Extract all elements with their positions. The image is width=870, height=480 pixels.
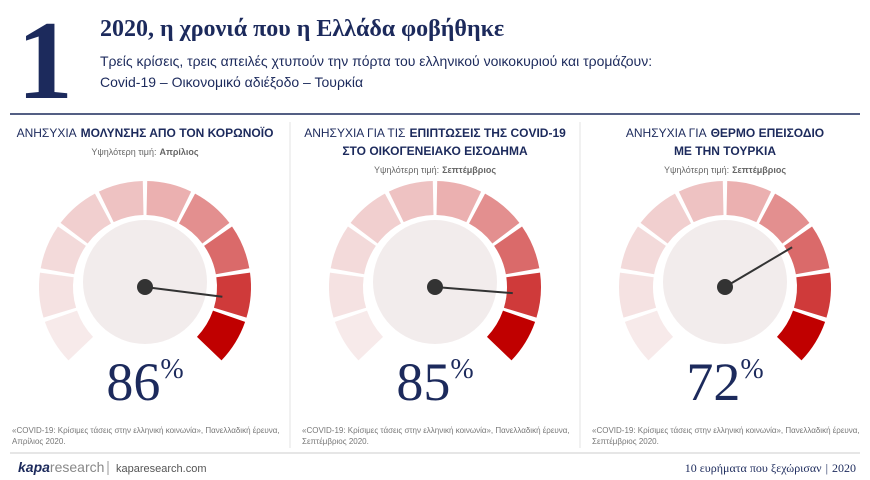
panel-title: ΑΝΗΣΥΧΙΑ ΓΙΑ ΘΕΡΜΟ ΕΠΕΙΣΟΔΙΟ — [626, 126, 824, 140]
gauge-segment — [776, 310, 826, 361]
gauge-segment — [330, 226, 376, 275]
gauge-segment — [350, 193, 401, 244]
section-number: 1 — [17, 0, 73, 123]
peak-label: Υψηλότερη τιμή: — [374, 165, 439, 175]
title-bold: ΘΕΡΜΟ ΕΠΕΙΣΟΔΙΟ — [711, 126, 825, 140]
needle-hub — [717, 279, 733, 295]
gauge-segment — [38, 272, 77, 318]
gauge-segment — [40, 226, 86, 275]
gauge-segment — [196, 310, 246, 361]
panel-title: ΣΤΟ ΟΙΚΟΓΕΝΕΙΑΚΟ ΕΙΣΟΔΗΜΑ — [342, 144, 528, 158]
gauge-segment — [726, 181, 772, 223]
gauge-segment — [620, 226, 666, 275]
gauge-segment — [146, 181, 192, 223]
peak-note: Υψηλότερη τιμή: Σεπτέμβριος — [374, 165, 496, 175]
subtitle: Τρείς κρίσεις, τρεις απειλές χτυπούν την… — [100, 53, 652, 69]
title-plain: ΑΝΗΣΥΧΙΑ ΓΙΑ ΤΙΣ — [304, 126, 405, 140]
needle-hub — [427, 279, 443, 295]
needle-hub — [137, 279, 153, 295]
unit: % — [450, 354, 473, 385]
brand-logo: kaparesearch — [18, 459, 104, 475]
gauge-segment — [784, 226, 830, 275]
peak-value: Απρίλιος — [159, 147, 198, 157]
panel-title: ΑΝΗΣΥΧΙΑ ΓΙΑ ΤΙΣ ΕΠΙΠΤΩΣΕΙΣ ΤΗΣ COVID-19 — [304, 126, 566, 140]
gauge-segment — [759, 193, 810, 244]
source-note: «COVID-19: Κρίσιμες τάσεις στην ελληνική… — [592, 426, 860, 435]
big-value: 86% — [106, 352, 183, 412]
gauge-segment — [624, 310, 674, 361]
value: 72 — [686, 352, 740, 412]
gauge-segment — [204, 226, 250, 275]
title-plain: ΑΝΗΣΥΧΙΑ ΓΙΑ — [626, 126, 707, 140]
gauge-segment — [469, 193, 520, 244]
panel: ΑΝΗΣΥΧΙΑ ΓΙΑ ΘΕΡΜΟ ΕΠΕΙΣΟΔΙΟ ΜΕ ΤΗΝ ΤΟΥΡΚΙ… — [579, 122, 860, 448]
panel: ΑΝΗΣΥΧΙΑ ΜΟΛΥΝΣΗΣ ΑΠΟ ΤΟΝ ΚΟΡΩΝΟΪΟ Υψηλότε… — [12, 125, 280, 446]
gauge-segment — [793, 272, 831, 318]
title-bold: ΜΟΛΥΝΣΗΣ ΑΠΟ ΤΟΝ ΚΟΡΩΝΟΪΟ — [81, 125, 274, 140]
gauge-segment — [388, 181, 434, 223]
source-note: «COVID-19: Κρίσιμες τάσεις στην ελληνική… — [12, 426, 280, 435]
separator: | — [826, 461, 828, 475]
gauge-needle — [434, 286, 513, 295]
gauge-segment — [678, 181, 724, 223]
gauge-segment — [494, 226, 540, 275]
source-note: «COVID-19: Κρίσιμες τάσεις στην ελληνική… — [302, 426, 570, 435]
brand-light: research — [50, 459, 104, 475]
tagline-text: 10 ευρήματα που ξεχώρισαν — [685, 461, 822, 475]
brand-bold: kapa — [18, 459, 50, 475]
big-value: 72% — [686, 352, 763, 412]
panel-title: ΜΕ ΤΗΝ ΤΟΥΡΚΙΑ — [674, 144, 776, 158]
gauge-segment — [436, 181, 482, 223]
gauge-segment — [334, 310, 384, 361]
title-plain: ΑΝΗΣΥΧΙΑ — [17, 126, 77, 140]
gauge-segment — [44, 310, 94, 361]
gauge-segment — [486, 310, 536, 361]
peak-note: Υψηλότερη τιμή: Σεπτέμβριος — [664, 165, 786, 175]
source-note: Σεπτέμβριος 2020. — [592, 437, 659, 446]
peak-note: Υψηλότερη τιμή: Απρίλιος — [91, 147, 199, 157]
peak-value: Σεπτέμβριος — [732, 165, 786, 175]
peak-label: Υψηλότερη τιμή: — [664, 165, 729, 175]
gauge-segment — [503, 272, 541, 318]
gauge-segment — [60, 193, 111, 244]
peak-value: Σεπτέμβριος — [442, 165, 496, 175]
value: 86 — [106, 352, 160, 412]
gauge-segment — [640, 193, 691, 244]
gauge-needle — [144, 286, 223, 298]
panel: ΑΝΗΣΥΧΙΑ ΓΙΑ ΤΙΣ ΕΠΙΠΤΩΣΕΙΣ ΤΗΣ COVID-19 Σ… — [289, 122, 570, 448]
unit: % — [740, 354, 763, 385]
gauge-segment — [619, 272, 657, 318]
tagline: 10 ευρήματα που ξεχώρισαν | 2020 — [685, 461, 856, 475]
value: 85 — [396, 352, 450, 412]
gauge-segment — [329, 272, 367, 318]
gauge-segment — [98, 181, 144, 223]
big-value: 85% — [396, 352, 473, 412]
panel-title: ΑΝΗΣΥΧΙΑ ΜΟΛΥΝΣΗΣ ΑΠΟ ΤΟΝ ΚΟΡΩΝΟΪΟ — [17, 125, 274, 140]
source-note: Σεπτέμβριος 2020. — [302, 437, 369, 446]
gauge-needle — [724, 246, 793, 288]
gauge-segment — [213, 272, 251, 318]
title: 2020, η χρονιά που η Ελλάδα φοβήθηκε — [100, 16, 504, 42]
unit: % — [160, 354, 183, 385]
title-bold: ΕΠΙΠΤΩΣΕΙΣ ΤΗΣ COVID-19 — [409, 126, 566, 140]
subtitle: Covid-19 – Οικονομικό αδιέξοδο – Τουρκία — [100, 74, 363, 90]
year: 2020 — [832, 461, 856, 475]
peak-label: Υψηλότερη τιμή: — [91, 147, 156, 157]
gauge-segment — [179, 193, 230, 244]
source-note: Απρίλιος 2020. — [12, 437, 66, 446]
url: kaparesearch.com — [116, 463, 207, 475]
